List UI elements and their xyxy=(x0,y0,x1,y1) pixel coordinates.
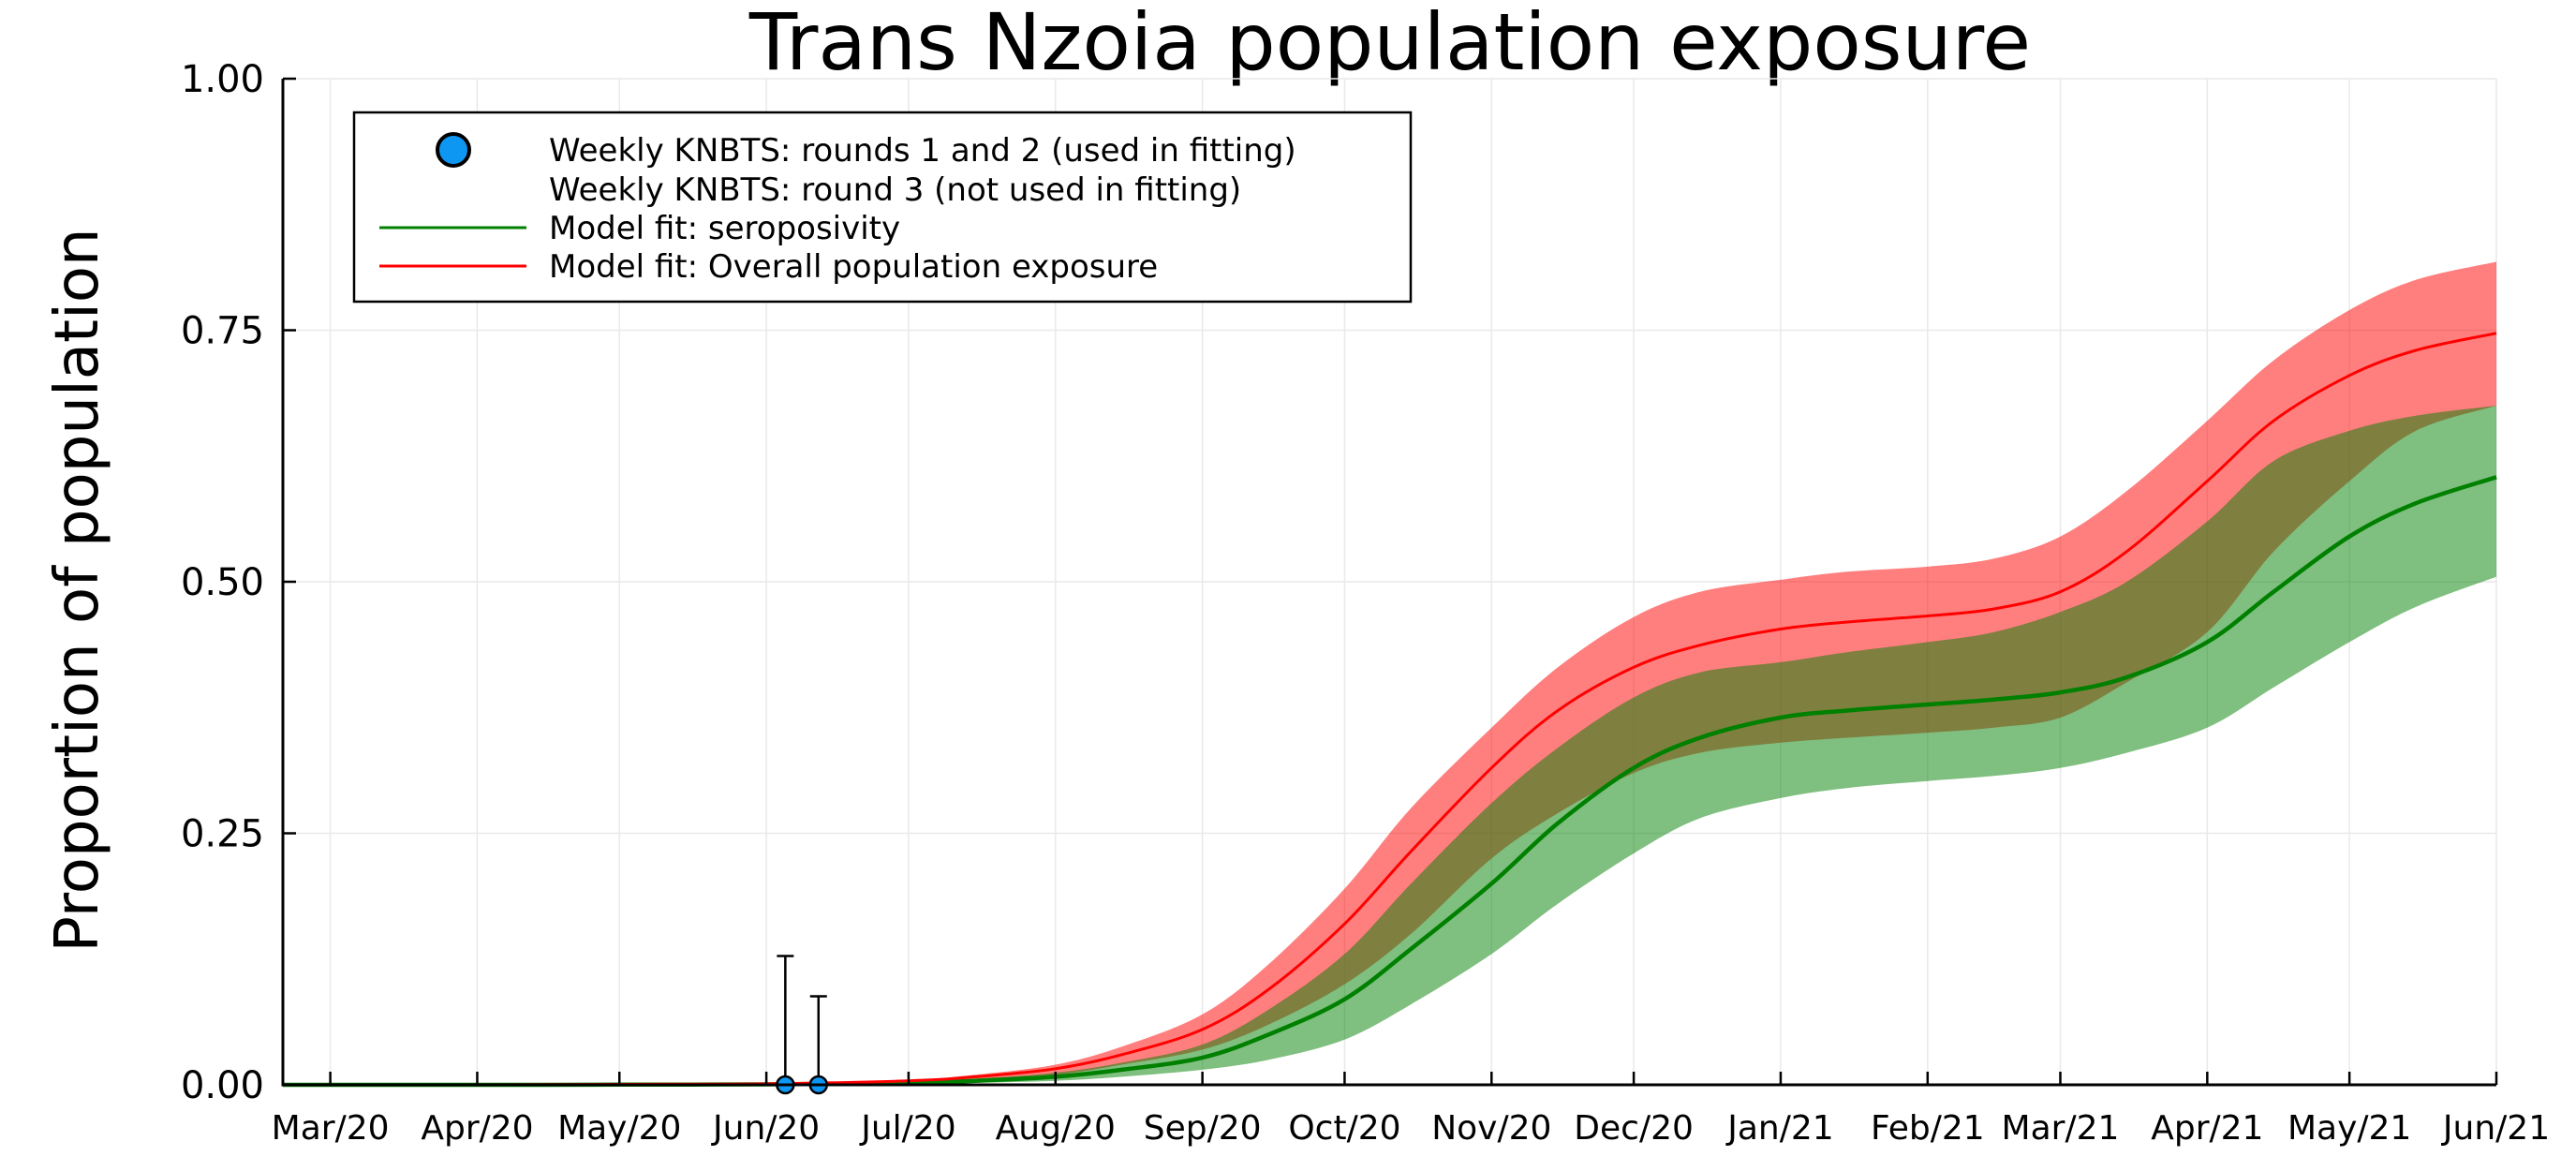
y-axis-label: Proportion of population xyxy=(43,228,112,952)
legend-label-0: Weekly KNBTS: rounds 1 and 2 (used in fi… xyxy=(549,132,1296,170)
legend: Weekly KNBTS: rounds 1 and 2 (used in fi… xyxy=(352,111,1413,304)
x-tick-label-3: Jun/20 xyxy=(711,1109,820,1148)
x-tick-label-12: Mar/21 xyxy=(2002,1109,2120,1148)
x-tick-label-9: Dec/20 xyxy=(1574,1109,1694,1148)
legend-marker-0 xyxy=(436,132,471,168)
x-tick-label-10: Jan/21 xyxy=(1725,1109,1833,1148)
x-tick-label-1: Apr/20 xyxy=(421,1109,533,1148)
x-tick-label-6: Sep/20 xyxy=(1144,1109,1262,1148)
legend-label-3: Model fit: Overall population exposure xyxy=(549,248,1158,286)
y-tick-label-1: 0.25 xyxy=(181,813,264,856)
chart-title: Trans Nzoia population exposure xyxy=(748,0,2031,88)
x-tick-label-13: Apr/21 xyxy=(2151,1109,2263,1148)
x-tick-label-14: May/21 xyxy=(2287,1109,2411,1148)
x-tick-label-2: May/20 xyxy=(557,1109,681,1148)
axes xyxy=(281,77,2498,1087)
y-tick-label-3: 0.75 xyxy=(181,310,264,353)
y-tick-label-2: 0.50 xyxy=(181,561,264,604)
y-tick-label-0: 0.00 xyxy=(181,1064,264,1107)
tick-labels: 0.00 0.25 0.50 0.75 1.00 Mar/20 Apr/20 May/20 Ju… xyxy=(181,58,2550,1148)
legend-label-1: Weekly KNBTS: round 3 (not used in fitti… xyxy=(549,171,1241,209)
x-tick-label-0: Mar/20 xyxy=(272,1109,390,1148)
x-tick-label-11: Feb/21 xyxy=(1871,1109,1985,1148)
y-tick-label-4: 1.00 xyxy=(181,58,264,101)
legend-label-2: Model fit: seroposivity xyxy=(549,210,900,247)
x-tick-label-5: Aug/20 xyxy=(996,1109,1116,1148)
x-tick-label-15: Jun/21 xyxy=(2441,1109,2550,1148)
data-points xyxy=(776,955,829,1095)
x-tick-label-4: Jul/20 xyxy=(859,1109,955,1148)
x-tick-label-8: Nov/20 xyxy=(1431,1109,1551,1148)
band-series-1 xyxy=(283,406,2496,1086)
confidence-bands xyxy=(283,261,2496,1086)
x-tick-label-7: Oct/20 xyxy=(1288,1109,1400,1148)
legend-box xyxy=(352,111,1413,304)
